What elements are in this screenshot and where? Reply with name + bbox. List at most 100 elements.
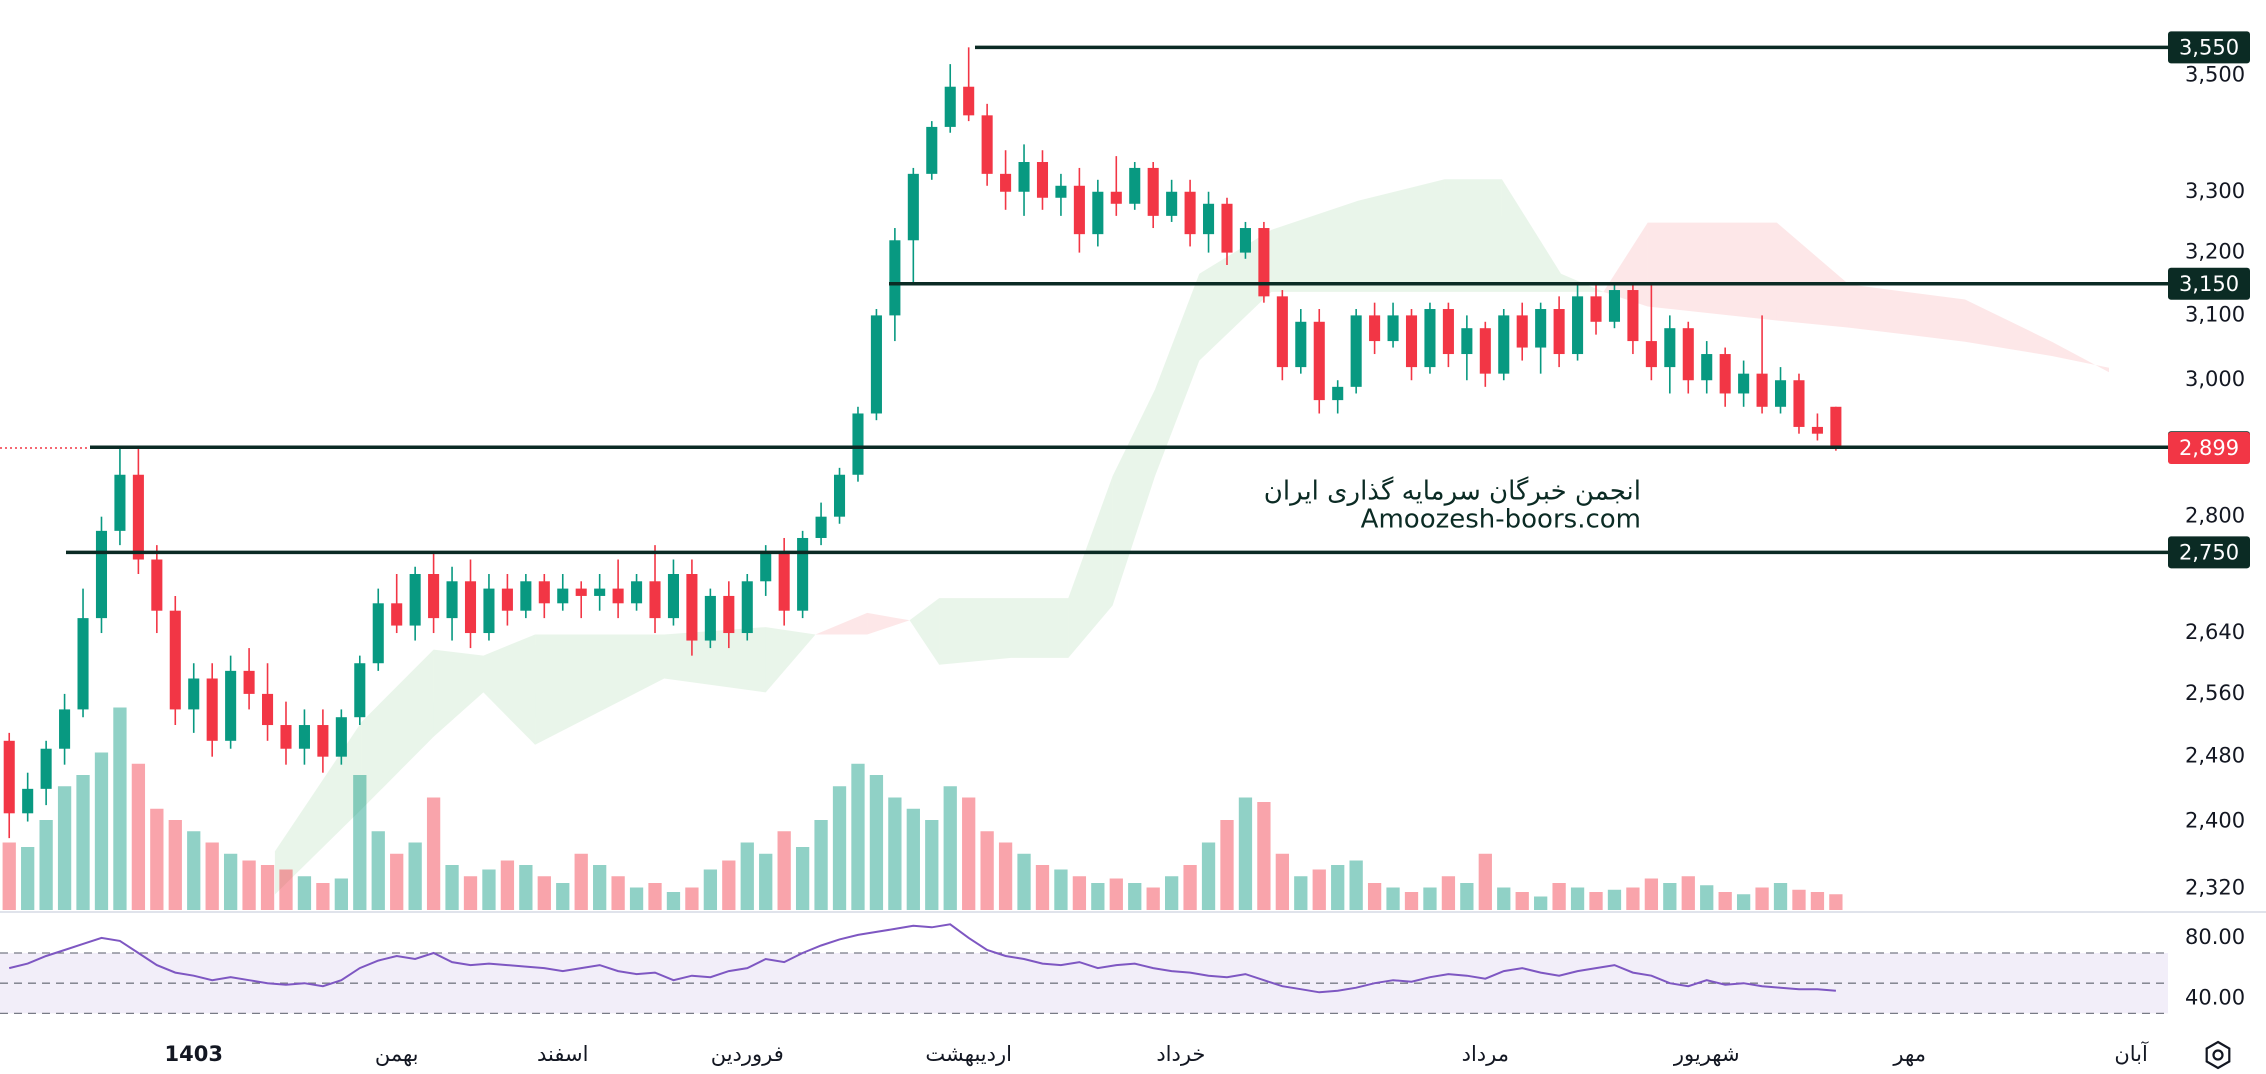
volume-bar [113, 707, 127, 910]
volume-bar [279, 869, 293, 910]
volume-bar [722, 860, 736, 910]
volume-bar [1404, 892, 1419, 910]
cloud-segment [765, 627, 816, 693]
candle-body [464, 581, 477, 634]
volume-bar [556, 883, 570, 910]
volume-bar [1386, 887, 1400, 910]
volume-bar [648, 883, 662, 910]
candle-body [1701, 354, 1713, 381]
candle-body [1627, 290, 1639, 342]
volume-bar [1331, 865, 1345, 910]
volume-bar [1589, 892, 1603, 910]
candle-body [870, 315, 882, 414]
candle-body [1645, 341, 1657, 368]
candle-body [317, 725, 329, 757]
candles-layer [3, 47, 1842, 839]
volume-bar [223, 853, 238, 910]
volume-bar [906, 808, 920, 910]
cloud-segment [1647, 222, 1777, 321]
volume-layer [2, 707, 1843, 910]
candle-body [631, 581, 643, 604]
volume-bar [611, 876, 625, 910]
last-price-box [2168, 431, 2250, 464]
volume-bar [1109, 878, 1123, 910]
volume-bar [187, 831, 201, 910]
x-tick-label: 1403 [165, 1042, 223, 1066]
settings-dot [2212, 1049, 2224, 1061]
volume-bar [1570, 887, 1585, 910]
volume-bar [1201, 842, 1216, 910]
candle-body [169, 610, 181, 710]
candle-body [40, 748, 52, 789]
candle-body [889, 240, 901, 316]
candle-body [114, 474, 126, 531]
y-tick-label: 2,560 [2185, 681, 2245, 705]
cloud-segment [1011, 598, 1069, 658]
candle-body [797, 537, 809, 611]
candle-body [1110, 191, 1122, 204]
level-label: 3,150 [2179, 272, 2239, 296]
candle-body [649, 581, 661, 619]
volume-bar [1349, 860, 1363, 910]
volume-bar [21, 847, 35, 910]
volume-bar [131, 763, 146, 910]
cloud-segment [535, 634, 665, 745]
volume-bar [888, 797, 902, 910]
y-tick-label: 2,320 [2185, 876, 2245, 900]
candle-body [1258, 228, 1270, 297]
level-label: 3,550 [2179, 35, 2239, 59]
volume-bar [1718, 892, 1732, 910]
level-label-box [2168, 536, 2250, 569]
volume-bar [260, 865, 275, 910]
rsi-line [8, 923, 1836, 994]
rsi-tick-label: 80.00 [2185, 925, 2245, 949]
cloud-segment [361, 649, 434, 810]
volume-bar [242, 860, 256, 910]
volume-bar [1054, 869, 1068, 910]
volume-bar [1312, 869, 1326, 910]
cloud-segment [433, 649, 484, 737]
candle-body [944, 86, 956, 127]
cloud-segment [939, 598, 1012, 665]
candle-body [594, 588, 606, 596]
volume-bar [629, 887, 644, 910]
volume-bar [76, 775, 90, 910]
volume-bar [1238, 797, 1253, 910]
candle-body [1608, 290, 1621, 322]
candle-body [1018, 162, 1030, 192]
cloud-segment [1358, 179, 1445, 292]
candle-body [1682, 328, 1694, 381]
cloud-segment [1776, 222, 1849, 328]
candle-body [1516, 315, 1528, 348]
candle-body [262, 693, 274, 726]
candle-body [22, 788, 34, 814]
cloud-segment [2051, 341, 2109, 373]
x-tick-label: خرداد [1156, 1042, 1205, 1066]
candle-body [446, 581, 458, 619]
volume-bar [1810, 892, 1825, 910]
volume-bar [1663, 883, 1677, 910]
y-tick-label: 3,500 [2185, 62, 2245, 86]
candle-body [1184, 191, 1196, 235]
settings-icon[interactable] [2205, 1040, 2231, 1070]
y-tick-label: 2,400 [2185, 809, 2245, 833]
candle-body [1405, 315, 1418, 368]
volume-bar [759, 853, 773, 910]
candle-body [483, 588, 495, 634]
volume-bar [297, 876, 312, 910]
candle-body [760, 552, 772, 582]
volume-bar [353, 775, 367, 910]
volume-bar [925, 820, 939, 910]
volume-bar [1534, 896, 1548, 910]
volume-bar [426, 797, 441, 910]
candle-body [59, 709, 71, 749]
candle-body [1073, 185, 1085, 235]
volume-bar [57, 786, 72, 910]
volume-bar [574, 853, 588, 910]
level-label-box [2168, 31, 2250, 64]
volume-bar [1792, 889, 1806, 910]
candle-body [1811, 426, 1823, 434]
volume-bar [2, 842, 16, 910]
